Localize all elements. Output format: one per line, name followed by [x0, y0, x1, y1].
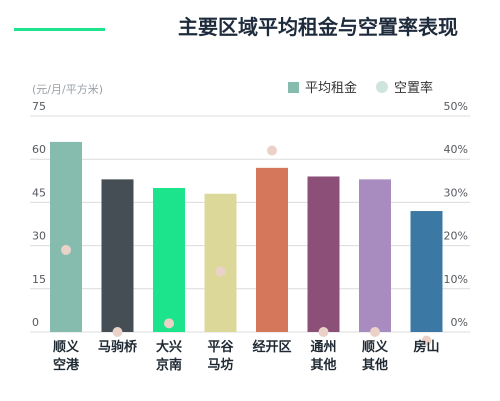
unit-label: (元/月/平方米): [32, 82, 103, 96]
vacancy-point: [164, 318, 174, 329]
vacancy-point: [112, 327, 123, 337]
x-tick-label: 通州: [310, 339, 336, 355]
bar: [410, 211, 443, 332]
accent-line: [14, 28, 105, 31]
legend: 平均租金 空置率: [288, 80, 433, 96]
bar: [204, 193, 237, 332]
y-left-tick-label: 0: [32, 316, 39, 329]
y-right-tick-label: 30%: [444, 186, 468, 199]
x-tick-label: 京南: [156, 357, 182, 373]
x-tick-label: 马坊: [207, 357, 233, 373]
vacancy-point: [215, 266, 226, 277]
x-tick-label: 顺义: [362, 339, 389, 355]
x-tick-label: 马驹桥: [98, 339, 138, 355]
bar: [359, 179, 391, 332]
y-left-tick-label: 15: [32, 273, 46, 286]
vacancy-point: [370, 327, 380, 337]
y-right-ticks: 0% 10% 20% 30% 40% 50%: [444, 100, 468, 329]
y-left-tick-label: 60: [32, 143, 46, 156]
y-right-tick-label: 0%: [451, 316, 468, 329]
bar: [101, 179, 134, 332]
x-tick-label: 房山: [413, 339, 439, 355]
vacancy-point: [61, 244, 71, 255]
bar: [256, 167, 288, 332]
vacancy-point: [421, 335, 432, 346]
vacancy-point: [267, 145, 277, 156]
y-left-ticks: 0 15 30 45 60 75: [32, 100, 46, 329]
chart-title: 主要区域平均租金与空置率表现: [178, 15, 458, 39]
bar: [153, 188, 185, 332]
vacancy-points: [61, 145, 432, 346]
vacancy-point: [318, 327, 329, 337]
y-left-tick-label: 45: [32, 186, 46, 199]
legend-swatch-rent: [288, 82, 299, 93]
legend-swatch-vacancy: [376, 81, 388, 93]
grid: [30, 115, 470, 333]
legend-label-vacancy: 空置率: [394, 80, 433, 96]
x-tick-label: 大兴: [156, 339, 182, 355]
x-tick-label: 其他: [362, 357, 388, 373]
x-tick-label: 顺义: [53, 339, 80, 355]
y-right-tick-label: 50%: [444, 100, 468, 113]
bar: [50, 141, 82, 332]
y-right-tick-label: 10%: [444, 273, 468, 286]
y-right-tick-label: 40%: [444, 143, 468, 156]
legend-label-rent: 平均租金: [305, 80, 357, 96]
x-tick-label: 平谷: [207, 339, 234, 355]
x-tick-label: 空港: [53, 357, 80, 373]
bar: [307, 176, 340, 332]
y-right-tick-label: 20%: [444, 230, 468, 243]
x-tick-label: 经开区: [252, 339, 291, 355]
x-tick-label: 其他: [310, 357, 336, 373]
bars: [50, 141, 443, 332]
y-left-tick-label: 75: [32, 100, 46, 113]
y-left-tick-label: 30: [32, 230, 46, 243]
